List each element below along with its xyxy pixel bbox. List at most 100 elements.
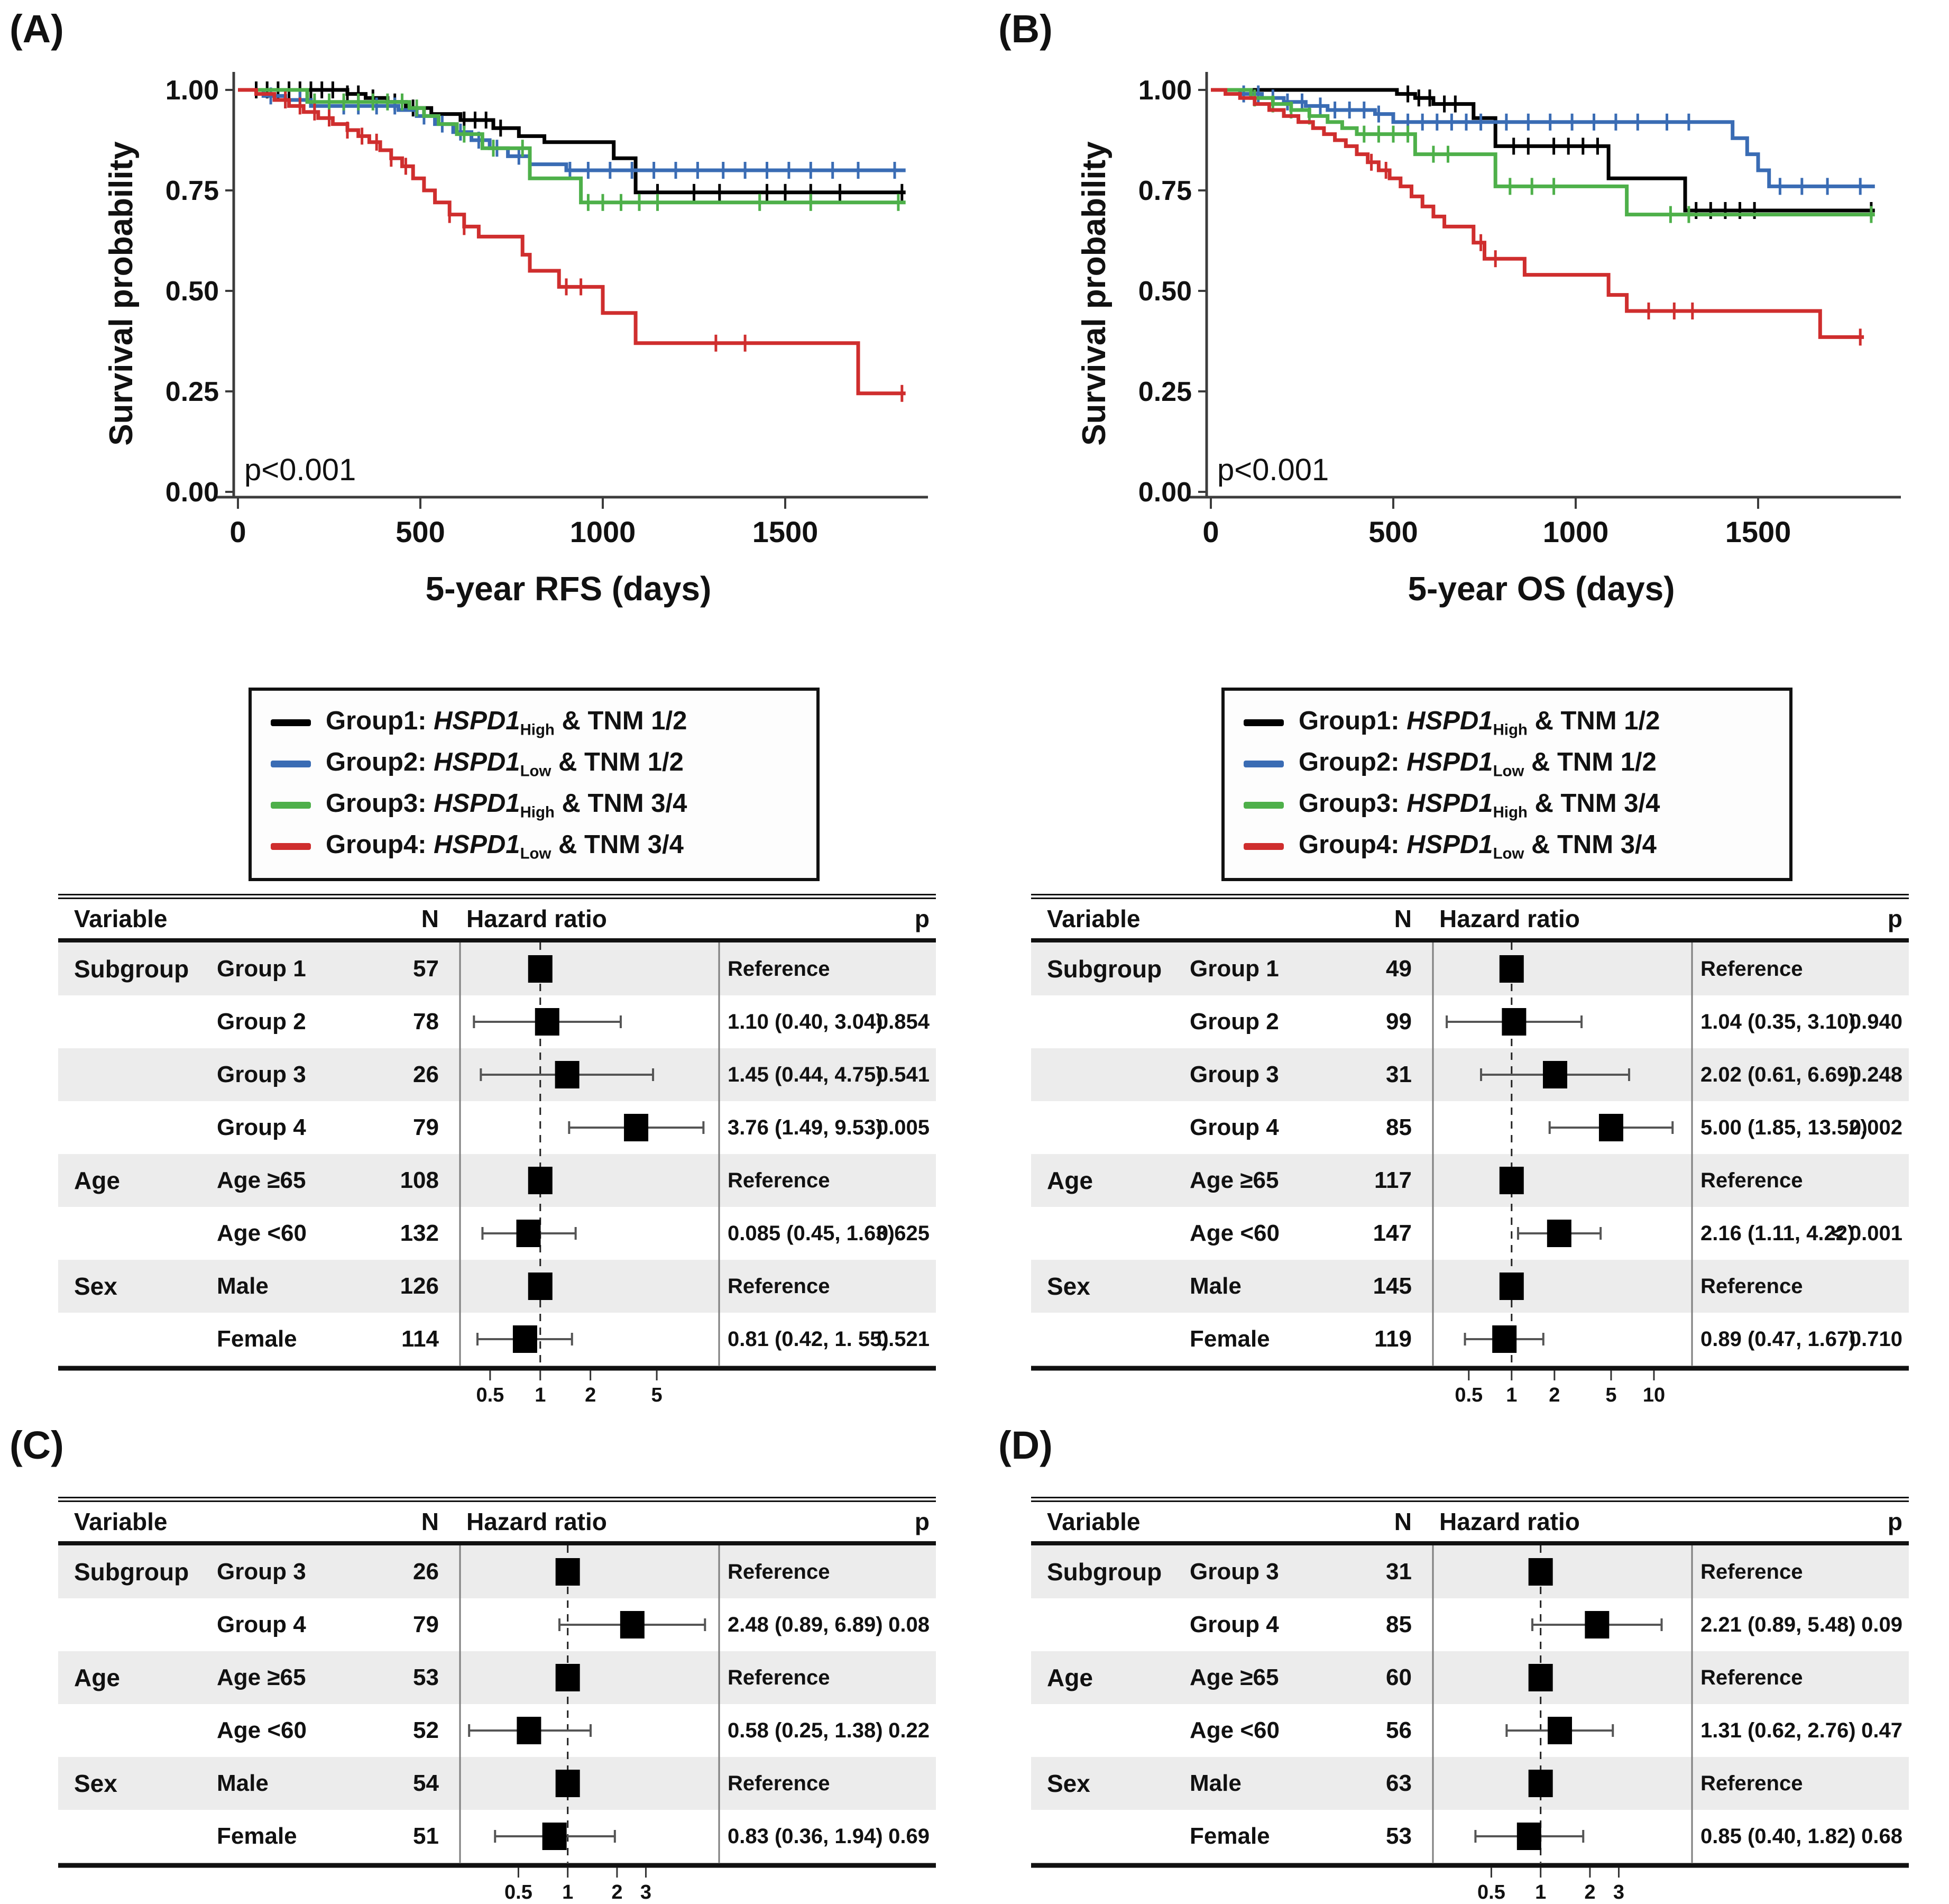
legend-swatch-group3	[271, 801, 311, 809]
p-value-annotation: p<0.001	[244, 453, 356, 487]
cell-n-value: 53	[1386, 1823, 1412, 1849]
col-header-hazard-ratio: Hazard ratio	[466, 905, 607, 932]
legend-item-label: Group3: HSPD1High & TNM 3/4	[326, 789, 687, 821]
forest-axis-svg: 0.5 1 2 3	[58, 1863, 936, 1903]
col-header-variable: Variable	[1047, 1508, 1141, 1535]
cell-subgroup-label: Group 2	[217, 1009, 306, 1035]
table-row: Sex Male 126 Reference	[58, 1260, 936, 1313]
cell-p-value	[841, 1545, 930, 1598]
cell-subgroup-label: Female	[217, 1823, 297, 1849]
table-row: Age <60 56 1.31 (0.62, 2.76) 0.47	[1031, 1704, 1909, 1757]
cell-n-value: 49	[1386, 956, 1412, 982]
col-header-variable: Variable	[74, 1508, 168, 1535]
km-curve-3	[238, 88, 906, 205]
cell-variable-group	[1047, 995, 1184, 1048]
cell-n-value: 132	[400, 1220, 439, 1246]
cell-n-value: 85	[1386, 1612, 1412, 1637]
y-tick-label: 0.75	[166, 176, 219, 206]
axis-tick-label: 1	[1506, 1384, 1517, 1406]
x-tick-label: 0	[229, 515, 246, 548]
legend-text-part: HSPD1	[434, 789, 520, 818]
cell-hr-estimate: Reference	[1700, 1771, 1803, 1795]
cell-hr-estimate: Reference	[1700, 1168, 1803, 1192]
km-curve-4	[238, 88, 906, 396]
cell-variable-group	[1047, 1810, 1184, 1863]
cell-subgroup-label: Male	[1190, 1770, 1242, 1796]
table-row: Subgroup Group 1 49 Reference	[1031, 942, 1909, 995]
cell-p-value	[1814, 942, 1902, 995]
forest-body: Subgroup Group 3 31 Reference Group 4 85 2.21 …	[1031, 1545, 1909, 1863]
cell-subgroup-label: Age ≥65	[1190, 1167, 1279, 1193]
cell-n-value: 85	[1386, 1114, 1412, 1140]
y-tick-label: 0.50	[166, 276, 219, 307]
legend-swatch-group3	[1244, 801, 1284, 809]
forest-axis-svg: 0.5 1 2 5	[58, 1366, 936, 1406]
col-header-p: p	[914, 905, 930, 932]
cell-hr-estimate: Reference	[1700, 1560, 1803, 1583]
col-header-n: N	[421, 905, 439, 932]
legend-text-part: Low	[1493, 845, 1524, 863]
cell-variable-group	[74, 1048, 212, 1101]
legend-text-part: & TNM 1/2	[551, 747, 684, 776]
legend-text-part: HSPD1	[434, 706, 520, 735]
axis-tick-label: 5	[651, 1384, 663, 1406]
forest-table-rfs-all: Variable N Hazard ratio p Subgroup Group 1 57 R…	[58, 894, 936, 1411]
km-plot-rfs: 0.00 0.25 0.50 0.75 1.00 0 500 1000 1500 Survival…	[103, 72, 928, 608]
cell-n-value: 79	[413, 1114, 439, 1140]
forest-header: Variable N Hazard ratio p	[58, 894, 936, 942]
cell-subgroup-label: Female	[217, 1326, 297, 1352]
cell-n-value: 26	[413, 1061, 439, 1087]
x-tick-label: 0	[1202, 515, 1219, 548]
forest-header: Variable N Hazard ratio p	[1031, 894, 1909, 942]
cell-n-value: 145	[1373, 1273, 1412, 1299]
cell-variable-group	[74, 1101, 212, 1154]
table-row: Age Age ≥65 117 Reference	[1031, 1154, 1909, 1207]
cell-p-value	[1814, 1154, 1902, 1207]
legend-swatch-group1	[271, 719, 311, 726]
cell-subgroup-label: Group 3	[1190, 1061, 1279, 1087]
cell-hr-estimate: Reference	[1700, 1665, 1803, 1689]
legend-swatch-group4	[271, 843, 311, 850]
col-header-p: p	[1887, 1508, 1902, 1535]
table-row: Group 4 79 2.48 (0.89, 6.89) 0.08	[58, 1598, 936, 1651]
y-axis-title: Survival probability	[1076, 141, 1113, 446]
table-row: Age Age ≥65 108 Reference	[58, 1154, 936, 1207]
cell-p-value: 0.248	[1849, 1063, 1902, 1086]
cell-subgroup-label: Male	[217, 1273, 269, 1299]
cell-subgroup-label: Female	[1190, 1823, 1270, 1849]
cell-p-value: < 0.001	[1831, 1221, 1902, 1245]
cell-variable-group: Subgroup	[1047, 1558, 1162, 1586]
cell-variable-group: Age	[1047, 1664, 1093, 1691]
cell-p-value	[1814, 1260, 1902, 1313]
forest-header: Variable N Hazard ratio p	[58, 1497, 936, 1545]
forest-axis: 0.5 1 2 5 10	[1031, 1366, 1909, 1411]
cell-variable-group: Age	[74, 1167, 120, 1194]
cell-variable-group	[74, 1207, 212, 1260]
cell-subgroup-label: Group 4	[1190, 1612, 1279, 1637]
cell-hr-estimate: Reference	[1700, 957, 1803, 981]
legend-text-part: Group2:	[326, 747, 434, 776]
x-tick-label: 1000	[570, 515, 636, 548]
legend-swatch-group4	[1244, 843, 1284, 850]
cell-p-value: 0.002	[1849, 1115, 1902, 1139]
y-tick-label: 0.75	[1138, 176, 1192, 206]
table-row: Female 114 0.81 (0.42, 1. 55) 0.521	[58, 1313, 936, 1366]
legend-item-label: Group2: HSPD1Low & TNM 1/2	[326, 747, 684, 780]
legend-text-part: HSPD1	[434, 747, 520, 776]
table-row: Sex Male 54 Reference	[58, 1757, 936, 1810]
cell-n-value: 147	[1373, 1220, 1412, 1246]
axis-tick-label: 2	[1549, 1384, 1560, 1406]
cell-p-value: 0.854	[876, 1010, 930, 1033]
cell-p-value: 0.47	[1861, 1718, 1902, 1742]
cell-variable-group: Subgroup	[74, 1558, 189, 1586]
cell-n-value: 57	[413, 956, 439, 982]
km-curve-2	[1211, 88, 1875, 188]
forest-header: Variable N Hazard ratio p	[1031, 1497, 1909, 1545]
cell-p-value	[1814, 1651, 1902, 1704]
cell-hr-estimate: 1.31 (0.62, 2.76)	[1700, 1718, 1856, 1742]
cell-hr-estimate: 3.76 (1.49, 9.53)	[728, 1115, 883, 1139]
forest-table-os-all: Variable N Hazard ratio p Subgroup Group 1 49 R…	[1031, 894, 1909, 1411]
table-row: Sex Male 145 Reference	[1031, 1260, 1909, 1313]
legend-text-part: Group2:	[1299, 747, 1407, 776]
